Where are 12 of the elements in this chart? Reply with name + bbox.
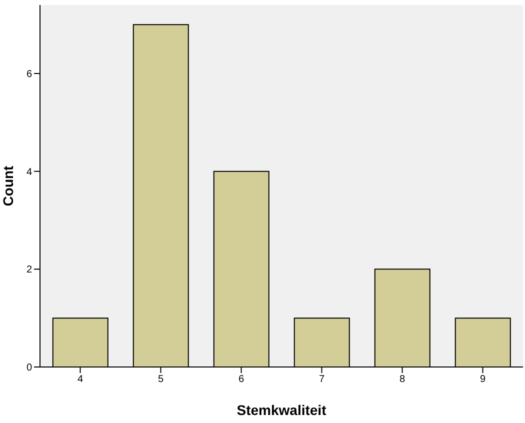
y-tick-label: 2 (26, 264, 32, 276)
x-axis-title: Stemkwaliteit (236, 402, 327, 418)
y-axis-title: Count (0, 165, 16, 206)
x-tick-label: 6 (238, 374, 244, 386)
x-tick-label: 8 (399, 374, 406, 386)
x-tick-label: 7 (318, 374, 325, 386)
y-tick-label: 6 (26, 69, 32, 80)
x-tick-label: 9 (480, 374, 486, 386)
y-tick-label: 4 (26, 166, 32, 178)
x-tick-label: 4 (77, 374, 84, 386)
x-tick-label: 5 (158, 374, 164, 386)
y-tick-label: 0 (26, 362, 32, 374)
